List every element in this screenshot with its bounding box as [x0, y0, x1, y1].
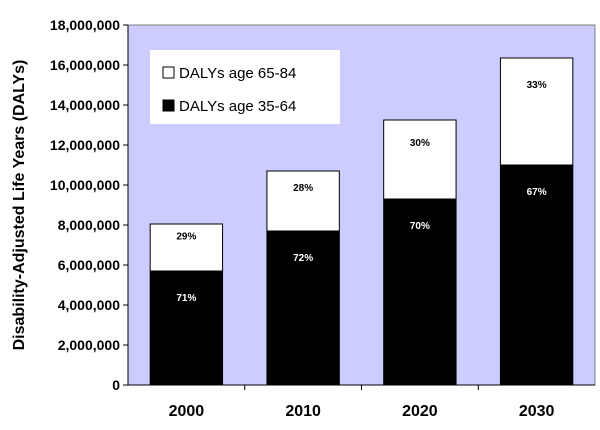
y-tick-label: 10,000,000 — [50, 177, 120, 193]
bar-segment-2010-65-84 — [266, 170, 340, 232]
bar-segment-2020-65-84 — [383, 119, 457, 200]
y-tick-label: 16,000,000 — [50, 57, 120, 73]
legend-label-35-64: DALYs age 35-64 — [179, 98, 296, 115]
y-tick-label: 18,000,000 — [50, 17, 120, 33]
legend-box — [150, 50, 340, 124]
bar-segment-2030-65-84 — [499, 57, 574, 166]
y-tick-label: 2,000,000 — [58, 337, 120, 353]
x-axis: 2000 2010 2020 2030 — [128, 384, 595, 420]
y-tick-label: 12,000,000 — [50, 137, 120, 153]
y-axis-label: Disability-Adjusted Life Years (DALYs) — [11, 60, 28, 351]
data-label-2020-65-84: 30% — [410, 138, 430, 149]
legend-swatch-35-64 — [162, 99, 175, 112]
x-tick-label: 2020 — [402, 403, 438, 420]
x-tick-label: 2030 — [519, 403, 555, 420]
x-tick-label: 2010 — [285, 403, 321, 420]
data-label-2000-65-84: 29% — [176, 232, 196, 243]
y-tick-label: 6,000,000 — [58, 257, 120, 273]
legend-label-65-84: DALYs age 65-84 — [179, 65, 296, 82]
data-label-2010-35-64: 72% — [293, 253, 313, 264]
y-tick-label: 4,000,000 — [58, 297, 120, 313]
y-axis: 0 2,000,000 4,000,000 6,000,000 8,000,000 10,… — [50, 17, 129, 393]
legend: DALYs age 65-84 DALYs age 35-64 — [150, 50, 340, 124]
y-tick-label: 8,000,000 — [58, 217, 120, 233]
bar-segment-2000-65-84 — [149, 223, 224, 272]
bar-segment-2030-35-64 — [499, 164, 574, 386]
data-label-2000-35-64: 71% — [176, 293, 196, 304]
bar-segment-2000-35-64 — [149, 270, 224, 386]
legend-swatch-65-84 — [162, 66, 175, 79]
data-label-2010-65-84: 28% — [293, 183, 313, 194]
data-label-2030-35-64: 67% — [527, 187, 547, 198]
y-tick-label: 0 — [112, 377, 120, 393]
y-tick-label: 14,000,000 — [50, 97, 120, 113]
x-tick-label: 2000 — [169, 403, 205, 420]
data-label-2020-35-64: 70% — [410, 221, 430, 232]
data-label-2030-65-84: 33% — [527, 80, 547, 91]
bars: 71% 29% 72% 28% 70% 30% 67% 33% — [149, 57, 574, 386]
